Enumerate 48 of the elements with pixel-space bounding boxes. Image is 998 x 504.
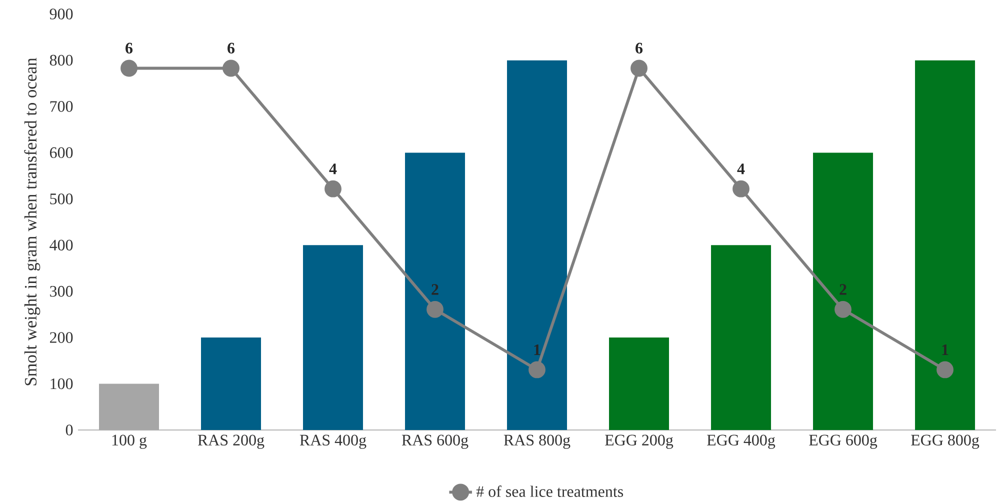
- bar: [303, 245, 364, 430]
- x-tick-label: RAS 800g: [504, 434, 570, 449]
- data-label: 1: [942, 344, 948, 355]
- bar: [99, 384, 159, 430]
- y-tick-label: 800: [50, 54, 73, 66]
- data-label: 6: [636, 42, 643, 54]
- y-tick-label: 300: [50, 286, 73, 297]
- bar: [507, 60, 568, 430]
- point: [936, 361, 954, 378]
- x-tick-label: 100 g: [112, 434, 147, 449]
- bar: [915, 60, 976, 430]
- x-tick-label: RAS 200g: [198, 434, 264, 449]
- point: [528, 361, 546, 378]
- data-label: 4: [329, 164, 337, 174]
- bar: [813, 152, 874, 430]
- y-tick-label: 600: [50, 147, 73, 158]
- bar: [609, 337, 670, 430]
- point: [324, 180, 342, 198]
- point: [630, 60, 648, 77]
- y-tick-label: 500: [50, 193, 73, 204]
- y-tick-label: 700: [50, 100, 73, 112]
- y-tick-label: 200: [50, 332, 73, 343]
- point: [732, 180, 750, 198]
- point: [426, 300, 444, 318]
- x-tick-label: EGG 600g: [809, 434, 878, 449]
- y-tick-label: 400: [50, 240, 73, 250]
- point: [120, 60, 138, 77]
- data-label: 4: [737, 164, 745, 174]
- y-tick-label: 900: [50, 8, 73, 20]
- bar: [201, 337, 262, 430]
- x-tick-label: EGG 800g: [911, 434, 980, 449]
- legend-label: # of sea lice treatments: [476, 485, 624, 497]
- y-tick-label: 0: [66, 424, 73, 436]
- data-label: 6: [228, 42, 235, 54]
- x-tick-label: RAS 400g: [300, 434, 366, 449]
- bar: [711, 245, 772, 430]
- point: [222, 60, 240, 77]
- x-tick-label: RAS 600g: [402, 434, 468, 449]
- x-tick-label: EGG 200g: [605, 434, 674, 449]
- data-label: 6: [126, 42, 133, 54]
- point: [834, 300, 852, 318]
- bar: [405, 152, 466, 430]
- y-tick-label: 100: [50, 378, 73, 390]
- data-label: 2: [432, 284, 438, 295]
- data-label: 1: [534, 344, 540, 355]
- x-tick-label: EGG 400g: [707, 434, 776, 449]
- data-label: 2: [840, 284, 846, 295]
- y-axis-title: Smolt weight in gram when transfered to ocean: [24, 58, 40, 386]
